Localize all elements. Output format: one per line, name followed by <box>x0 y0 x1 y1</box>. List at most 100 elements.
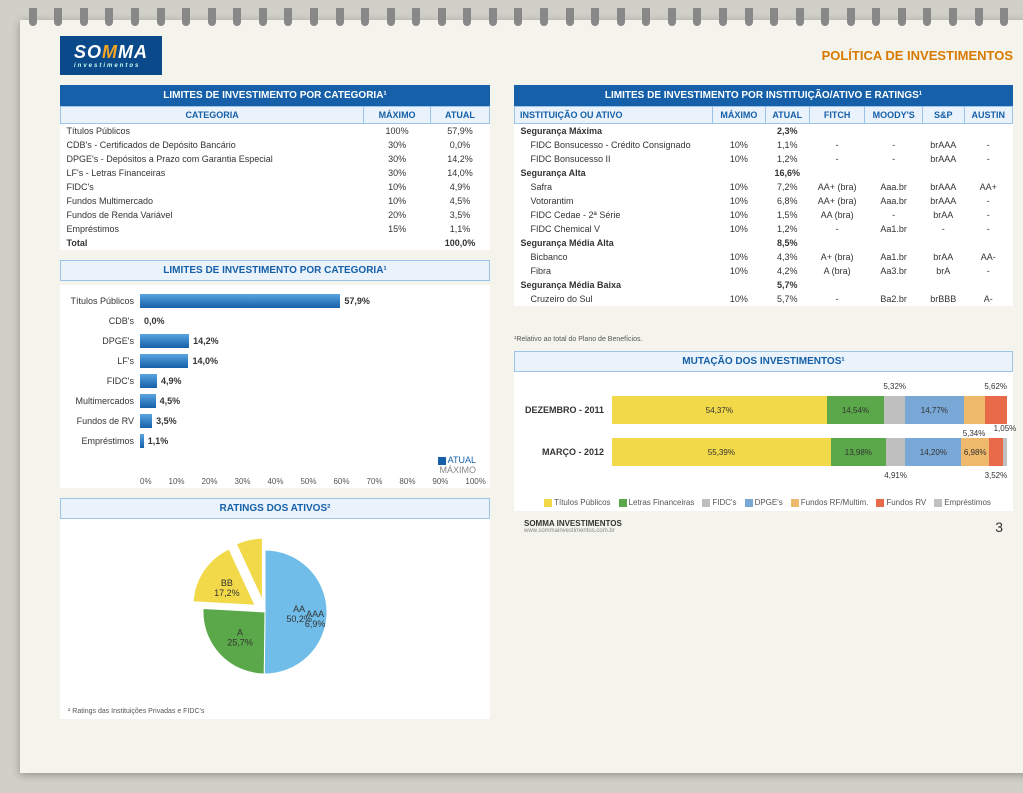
stacked-seg-label: 5,34% <box>963 429 986 438</box>
stacked-seg-label: 4,91% <box>884 471 907 480</box>
bar-value: 57,9% <box>344 294 370 308</box>
logo-text-mid: M <box>102 42 118 62</box>
stacked-segment: 55,39% <box>612 438 831 466</box>
stacked-segment: 5,34% <box>964 396 985 424</box>
stacked-seg-label: 14,20% <box>920 448 947 457</box>
stacked-segment: 5,62% <box>985 396 1007 424</box>
stacked-seg-label: 14,77% <box>921 406 948 415</box>
stacked-seg-label: 54,37% <box>706 406 733 415</box>
columns: LIMITES DE INVESTIMENTO POR CATEGORIA¹ C… <box>60 85 1013 719</box>
stacked-segment: 5,32% <box>884 396 905 424</box>
stacked-legend: Títulos PúblicosLetras FinanceirasFIDC's… <box>520 480 1007 507</box>
stacked-segment: 14,77% <box>905 396 963 424</box>
table-row: Cruzeiro do Sul10%5,7%-Ba2.brbrBBBA- <box>515 292 1013 306</box>
barchart-title: LIMITES DE INVESTIMENTO POR CATEGORIA¹ <box>60 260 490 281</box>
table-row: Fundos Multimercado10%4,5% <box>61 194 490 208</box>
bar-value: 3,5% <box>156 414 177 428</box>
bar-value: 0,0% <box>144 314 165 328</box>
stacked-row-label: MARÇO - 2012 <box>520 447 612 457</box>
legend-label: Empréstimos <box>944 498 991 507</box>
table-header: ATUAL <box>765 107 809 124</box>
legend-swatch <box>702 499 710 507</box>
legend-atual: ATUAL <box>448 455 476 465</box>
stacked-title: MUTAÇÃO DOS INVESTIMENTOS¹ <box>514 351 1013 372</box>
legend-swatch <box>619 499 627 507</box>
bar-row: DPGE's14,2% <box>64 331 486 351</box>
bar-row: Empréstimos1,1% <box>64 431 486 451</box>
stacked-seg-label: 1,05% <box>994 424 1017 433</box>
stacked-segment: 14,54% <box>827 396 884 424</box>
legend-maximo: MÁXIMO <box>439 465 476 475</box>
table-categoria-title: LIMITES DE INVESTIMENTO POR CATEGORIA¹ <box>60 85 490 106</box>
table-header: INSTITUIÇÃO OU ATIVO <box>515 107 713 124</box>
bar-row: LF's14,0% <box>64 351 486 371</box>
table-row: Fibra10%4,2%A (bra)Aa3.brbrA- <box>515 264 1013 278</box>
table-row: LF's - Letras Financeiras30%14,0% <box>61 166 490 180</box>
left-column: LIMITES DE INVESTIMENTO POR CATEGORIA¹ C… <box>60 85 490 719</box>
logo: SOMMA investimentos <box>60 36 162 75</box>
table-inst-title: LIMITES DE INVESTIMENTO POR INSTITUIÇÃO/… <box>514 85 1013 106</box>
stacked-seg-label: 13,98% <box>845 448 872 457</box>
stacked-segment: 14,20% <box>905 438 961 466</box>
table-header: ATUAL <box>430 107 489 124</box>
stacked-row: DEZEMBRO - 2011 54,37% 14,54%5,32% 14,77% 5,… <box>520 396 1007 424</box>
table-categoria: CATEGORIAMÁXIMOATUAL Títulos Públicos100… <box>60 106 490 250</box>
bar-label: Fundos de RV <box>64 416 140 426</box>
stacked-segment: 1,05% <box>1003 438 1007 466</box>
stacked-seg-label: 55,39% <box>708 448 735 457</box>
table-row: CDB's - Certificados de Depósito Bancári… <box>61 138 490 152</box>
pie-chart: AA50,2%A25,7%BB17,2%AAA6,9% ² Ratings da… <box>60 519 490 719</box>
table-row: Segurança Média Baixa5,7% <box>515 278 1013 292</box>
stacked-segment: 4,91% <box>886 438 905 466</box>
spiral-binding <box>20 8 1023 26</box>
stacked-seg-label: 5,62% <box>984 382 1007 391</box>
bar-row: FIDC's4,9% <box>64 371 486 391</box>
stacked-segment: 3,52% <box>989 438 1003 466</box>
page-number: 3 <box>995 519 1003 535</box>
bar-label: Títulos Públicos <box>64 296 140 306</box>
right-column: LIMITES DE INVESTIMENTO POR INSTITUIÇÃO/… <box>514 85 1013 719</box>
bar-label: LF's <box>64 356 140 366</box>
legend-label: Letras Financeiras <box>629 498 695 507</box>
legend-label: Fundos RV <box>886 498 926 507</box>
barchart-axis: 0%10%20%30%40%50%60%70%80%90%100% <box>140 475 486 486</box>
footer: SOMMA INVESTIMENTOS www.sommainvestiment… <box>514 511 1013 535</box>
legend-swatch <box>791 499 799 507</box>
table-header: MÁXIMO <box>364 107 431 124</box>
table-header: MÁXIMO <box>713 107 765 124</box>
table-row: Safra10%7,2%AA+ (bra)Aaa.brbrAAAAA+ <box>515 180 1013 194</box>
table-row: FIDC's10%4,9% <box>61 180 490 194</box>
bar-value: 4,5% <box>160 394 181 408</box>
table-row: Bicbanco10%4,3%A+ (bra)Aa1.brbrAAAA- <box>515 250 1013 264</box>
legend-swatch <box>876 499 884 507</box>
stacked-row: MARÇO - 2012 55,39% 13,98% 4,91% 14,20% 6,98%… <box>520 438 1007 466</box>
table-header: AUSTIN <box>964 107 1013 124</box>
pie-footnote: ² Ratings das Instituições Privadas e FI… <box>68 708 204 715</box>
footer-url: www.sommainvestimentos.com.br <box>524 528 622 534</box>
stacked-chart: DEZEMBRO - 201154,37%14,54%5,32%14,77%5,… <box>514 372 1013 511</box>
legend-swatch <box>934 499 942 507</box>
legend-label: FIDC's <box>712 498 736 507</box>
table-row: FIDC Chemical V10%1,2%-Aa1.br-- <box>515 222 1013 236</box>
stacked-seg-label: 5,32% <box>883 382 906 391</box>
bar-label: CDB's <box>64 316 140 326</box>
barchart-legend: ATUAL MÁXIMO <box>64 451 486 475</box>
bar-row: Títulos Públicos 57,9% <box>64 291 486 311</box>
page-title: POLÍTICA DE INVESTIMENTOS <box>822 48 1013 63</box>
table-row: Segurança Alta16,6% <box>515 166 1013 180</box>
table-row-total: Total100,0% <box>61 236 490 250</box>
pie-label: AAA6,9% <box>305 609 326 629</box>
bar-label: Multimercados <box>64 396 140 406</box>
table-row: Segurança Máxima2,3% <box>515 124 1013 139</box>
header: SOMMA investimentos POLÍTICA DE INVESTIM… <box>60 30 1013 85</box>
legend-label: DPGE's <box>755 498 783 507</box>
stacked-row-label: DEZEMBRO - 2011 <box>520 405 612 415</box>
stacked-segment: 13,98% <box>831 438 886 466</box>
bar-row: Multimercados 4,5% <box>64 391 486 411</box>
table-row: Votorantim10%6,8%AA+ (bra)Aaa.brbrAAA- <box>515 194 1013 208</box>
logo-text-post: MA <box>118 42 148 62</box>
legend-swatch <box>745 499 753 507</box>
stacked-segment: 6,98% <box>961 438 989 466</box>
table-row: Segurança Média Alta8,5% <box>515 236 1013 250</box>
table-row: Fundos de Renda Variável20%3,5% <box>61 208 490 222</box>
